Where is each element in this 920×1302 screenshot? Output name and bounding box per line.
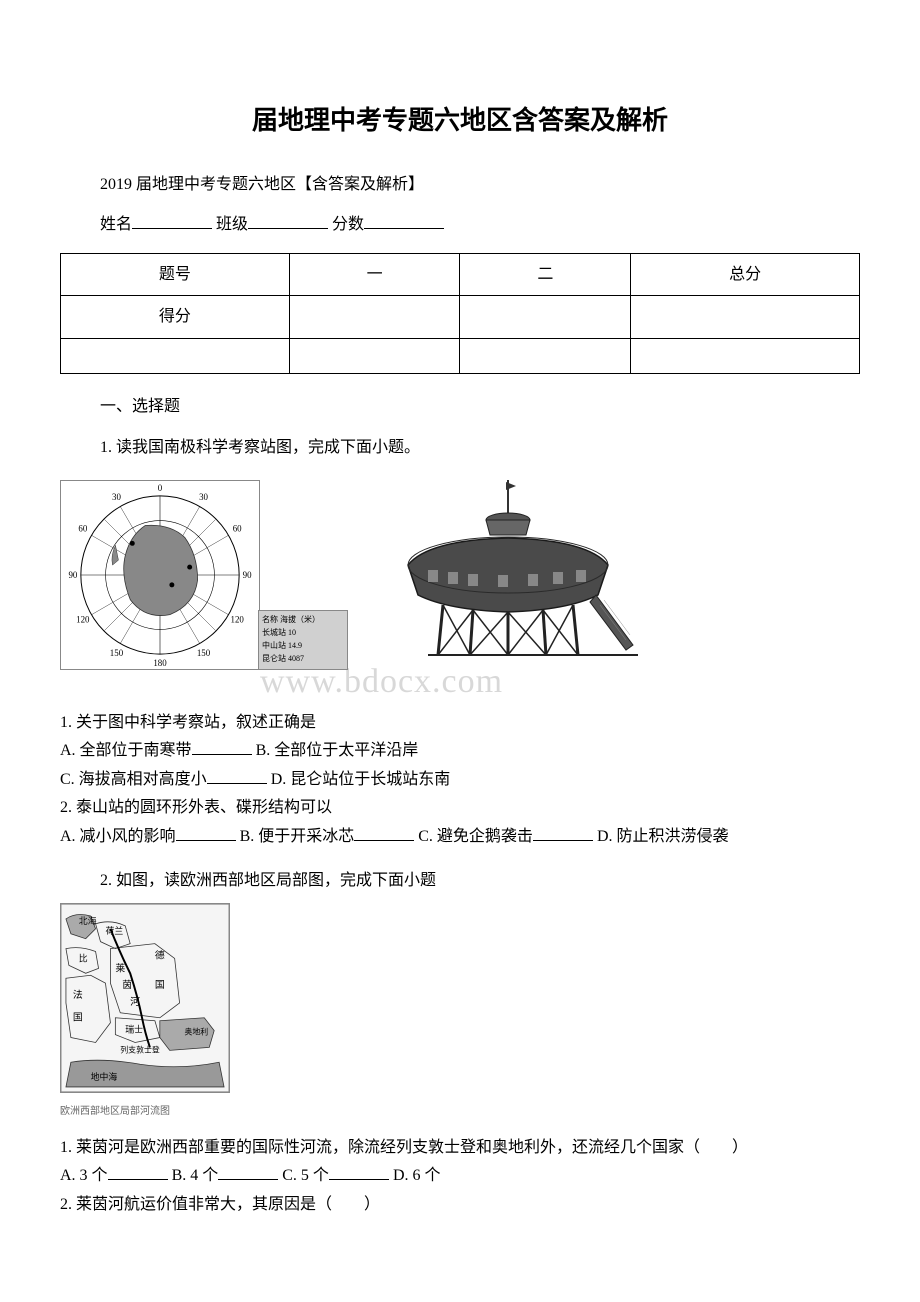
svg-text:德: 德 bbox=[155, 949, 165, 962]
svg-text:90: 90 bbox=[68, 570, 77, 580]
option-b: B. 4 个 bbox=[172, 1167, 219, 1184]
table-row bbox=[61, 338, 860, 373]
svg-text:0: 0 bbox=[158, 483, 163, 493]
svg-text:瑞士: 瑞士 bbox=[125, 1024, 143, 1035]
score-table: 题号 一 二 总分 得分 bbox=[60, 253, 860, 374]
option-c: C. 避免企鹅袭击 bbox=[418, 828, 533, 845]
elev-row: 中山站 14.9 bbox=[262, 640, 344, 653]
blank bbox=[192, 739, 252, 755]
q1-sub1: 1. 关于图中科学考察站，叙述正确是 bbox=[60, 710, 860, 736]
map-caption: 欧洲西部地区局部河流图 bbox=[60, 1104, 860, 1120]
cell-one: 一 bbox=[289, 253, 460, 296]
blank bbox=[176, 825, 236, 841]
svg-text:60: 60 bbox=[78, 524, 87, 534]
q1-sub1-options-line2: C. 海拔高相对高度小 D. 昆仑站位于长城站东南 bbox=[60, 767, 860, 793]
score-label: 分数 bbox=[332, 216, 364, 233]
cell-blank bbox=[460, 296, 631, 339]
cell-blank bbox=[631, 338, 860, 373]
section-header: 一、选择题 bbox=[100, 394, 860, 420]
svg-text:列支敦士登: 列支敦士登 bbox=[120, 1044, 160, 1054]
svg-text:荷兰: 荷兰 bbox=[105, 925, 123, 936]
svg-text:北海: 北海 bbox=[79, 915, 97, 926]
blank bbox=[108, 1164, 168, 1180]
question-2-intro: 2. 如图，读欧洲西部地区局部图，完成下面小题 bbox=[100, 868, 860, 894]
svg-text:比: 比 bbox=[79, 953, 88, 964]
svg-text:法: 法 bbox=[73, 988, 83, 1001]
table-row: 得分 bbox=[61, 296, 860, 339]
cell-two: 二 bbox=[460, 253, 631, 296]
class-blank bbox=[248, 213, 328, 229]
svg-text:莱: 莱 bbox=[115, 962, 125, 974]
q1-sub2-options: A. 减小风的影响 B. 便于开采冰芯 C. 避免企鹅袭击 D. 防止积洪涝侵袭 bbox=[60, 824, 860, 850]
option-a: A. 减小风的影响 bbox=[60, 828, 176, 845]
svg-text:国: 国 bbox=[73, 1012, 83, 1024]
class-label: 班级 bbox=[216, 216, 248, 233]
option-d: D. 昆仑站位于长城站东南 bbox=[271, 771, 451, 788]
cell-blank bbox=[289, 296, 460, 339]
station-building-image bbox=[368, 470, 648, 670]
cell-total: 总分 bbox=[631, 253, 860, 296]
svg-text:180: 180 bbox=[153, 658, 167, 668]
name-blank bbox=[132, 213, 212, 229]
q2-sub1: 1. 莱茵河是欧洲西部重要的国际性河流，除流经列支敦士登和奥地利外，还流经几个国… bbox=[60, 1135, 860, 1161]
svg-text:地中海: 地中海 bbox=[91, 1071, 118, 1082]
cell-blank bbox=[61, 338, 290, 373]
question-1-intro: 1. 读我国南极科学考察站图，完成下面小题。 bbox=[100, 435, 860, 461]
q1-sub2: 2. 泰山站的圆环形外表、碟形结构可以 bbox=[60, 795, 860, 821]
cell-blank bbox=[289, 338, 460, 373]
cell-blank bbox=[460, 338, 631, 373]
svg-text:90: 90 bbox=[243, 570, 252, 580]
blank bbox=[207, 768, 267, 784]
elevation-legend: 名称 海拔（米） 长城站 10 中山站 14.9 昆仑站 4087 bbox=[258, 610, 348, 670]
cell-blank bbox=[631, 296, 860, 339]
name-label: 姓名 bbox=[100, 216, 132, 233]
option-a: A. 3 个 bbox=[60, 1167, 108, 1184]
option-a: A. 全部位于南寒带 bbox=[60, 742, 192, 759]
option-c: C. 海拔高相对高度小 bbox=[60, 771, 207, 788]
blank bbox=[354, 825, 414, 841]
option-c: C. 5 个 bbox=[282, 1167, 329, 1184]
svg-text:60: 60 bbox=[233, 524, 242, 534]
option-b: B. 便于开采冰芯 bbox=[240, 828, 355, 845]
svg-text:河: 河 bbox=[130, 996, 140, 1008]
page-title: 届地理中考专题六地区含答案及解析 bbox=[60, 100, 860, 142]
svg-text:国: 国 bbox=[155, 979, 165, 991]
blank bbox=[533, 825, 593, 841]
polar-map-image: 0 30 60 90 120 150 180 150 120 90 60 30 bbox=[60, 480, 260, 670]
blank bbox=[218, 1164, 278, 1180]
elev-row: 昆仑站 4087 bbox=[262, 653, 344, 666]
score-blank bbox=[364, 213, 444, 229]
svg-text:30: 30 bbox=[199, 492, 208, 502]
name-class-score-line: 姓名 班级 分数 bbox=[100, 212, 860, 238]
elev-row: 长城站 10 bbox=[262, 627, 344, 640]
europe-map-image: 北海 荷兰 德 比 法 莱 茵 国 河 瑞士 奥地利 国 列支敦士登 地中海 bbox=[60, 903, 230, 1093]
cell-score: 得分 bbox=[61, 296, 290, 339]
cell-question-num: 题号 bbox=[61, 253, 290, 296]
blank bbox=[329, 1164, 389, 1180]
svg-text:120: 120 bbox=[231, 615, 245, 625]
q2-sub1-options: A. 3 个 B. 4 个 C. 5 个 D. 6 个 bbox=[60, 1163, 860, 1189]
table-row: 题号 一 二 总分 bbox=[61, 253, 860, 296]
svg-text:30: 30 bbox=[112, 492, 121, 502]
svg-text:奥地利: 奥地利 bbox=[185, 1027, 209, 1037]
q2-sub2: 2. 莱茵河航运价值非常大，其原因是（ ） bbox=[60, 1192, 860, 1218]
subtitle: 2019 届地理中考专题六地区【含答案及解析】 bbox=[100, 172, 860, 198]
elev-header: 名称 海拔（米） bbox=[262, 614, 344, 627]
option-b: B. 全部位于太平洋沿岸 bbox=[256, 742, 419, 759]
option-d: D. 防止积洪涝侵袭 bbox=[597, 828, 729, 845]
svg-text:120: 120 bbox=[76, 615, 90, 625]
q1-sub1-options-line1: A. 全部位于南寒带 B. 全部位于太平洋沿岸 bbox=[60, 738, 860, 764]
option-d: D. 6 个 bbox=[393, 1167, 441, 1184]
svg-text:150: 150 bbox=[110, 648, 124, 658]
question-1-images: 0 30 60 90 120 150 180 150 120 90 60 30 … bbox=[60, 470, 860, 670]
svg-text:150: 150 bbox=[197, 648, 211, 658]
svg-text:茵: 茵 bbox=[122, 979, 132, 991]
